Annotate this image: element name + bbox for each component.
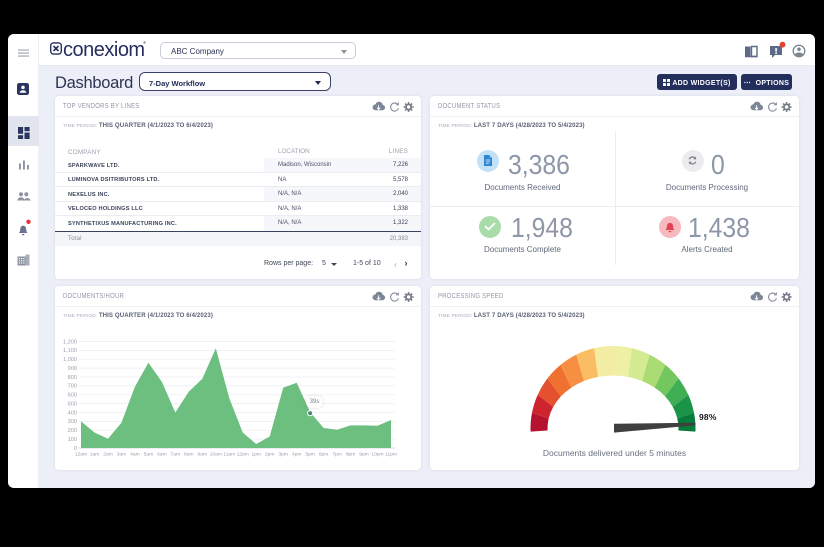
svg-text:9am: 9am <box>198 452 208 458</box>
svg-text:600: 600 <box>68 393 77 399</box>
svg-text:11pm: 11pm <box>385 452 397 458</box>
svg-text:900: 900 <box>68 366 77 372</box>
svg-text:1,200: 1,200 <box>63 339 77 345</box>
svg-text:2am: 2am <box>103 452 113 458</box>
svg-text:100: 100 <box>68 437 77 443</box>
svg-text:5pm: 5pm <box>305 452 315 458</box>
svg-text:3pm: 3pm <box>278 452 288 458</box>
svg-text:8am: 8am <box>184 452 194 458</box>
svg-text:10am: 10am <box>210 452 222 458</box>
svg-text:4pm: 4pm <box>292 452 302 458</box>
svg-text:1pm: 1pm <box>251 452 261 458</box>
svg-text:7am: 7am <box>171 452 181 458</box>
svg-text:8pm: 8pm <box>346 452 356 458</box>
svg-text:700: 700 <box>68 384 77 390</box>
svg-text:6pm: 6pm <box>319 452 329 458</box>
svg-text:400: 400 <box>68 410 77 416</box>
svg-text:2pm: 2pm <box>265 452 275 458</box>
svg-text:6am: 6am <box>157 452 167 458</box>
svg-text:9pm: 9pm <box>359 452 369 458</box>
svg-text:300: 300 <box>68 419 77 425</box>
svg-text:1,000: 1,000 <box>63 357 77 363</box>
svg-text:5am: 5am <box>144 452 154 458</box>
svg-text:500: 500 <box>68 401 77 407</box>
svg-text:200: 200 <box>68 428 77 434</box>
svg-text:12am: 12am <box>75 452 87 458</box>
svg-text:1,100: 1,100 <box>63 348 77 354</box>
svg-text:3am: 3am <box>117 452 127 458</box>
svg-text:4am: 4am <box>130 452 140 458</box>
svg-text:7pm: 7pm <box>332 452 342 458</box>
svg-text:12pm: 12pm <box>237 452 249 458</box>
svg-text:800: 800 <box>68 375 77 381</box>
svg-text:0: 0 <box>74 446 77 452</box>
svg-text:1am: 1am <box>90 452 100 458</box>
svg-text:10pm: 10pm <box>371 452 383 458</box>
svg-text:11am: 11am <box>223 452 235 458</box>
